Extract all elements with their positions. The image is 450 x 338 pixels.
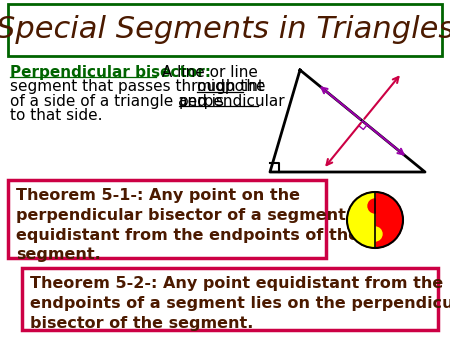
- Text: to that side.: to that side.: [10, 108, 103, 123]
- Text: A line or line: A line or line: [157, 65, 258, 80]
- Text: of a side of a triangle and is: of a side of a triangle and is: [10, 94, 229, 109]
- Text: midpoint: midpoint: [197, 79, 265, 95]
- Text: Theorem 5-2-: Any point equidistant from the
endpoints of a segment lies on the : Theorem 5-2-: Any point equidistant from…: [30, 276, 450, 331]
- Text: perpendicular: perpendicular: [179, 94, 286, 109]
- Circle shape: [368, 227, 382, 241]
- Circle shape: [347, 192, 403, 248]
- Text: Theorem 5-1-: Any point on the
perpendicular bisector of a segment is
equidistan: Theorem 5-1-: Any point on the perpendic…: [16, 188, 366, 262]
- Wedge shape: [347, 192, 375, 248]
- Text: Perpendicular bisector:: Perpendicular bisector:: [10, 65, 211, 80]
- FancyBboxPatch shape: [8, 180, 326, 258]
- FancyBboxPatch shape: [22, 268, 438, 330]
- Text: Special Segments in Triangles: Special Segments in Triangles: [0, 16, 450, 45]
- Circle shape: [368, 199, 382, 213]
- FancyBboxPatch shape: [8, 4, 442, 56]
- Text: segment that passes through the: segment that passes through the: [10, 79, 270, 95]
